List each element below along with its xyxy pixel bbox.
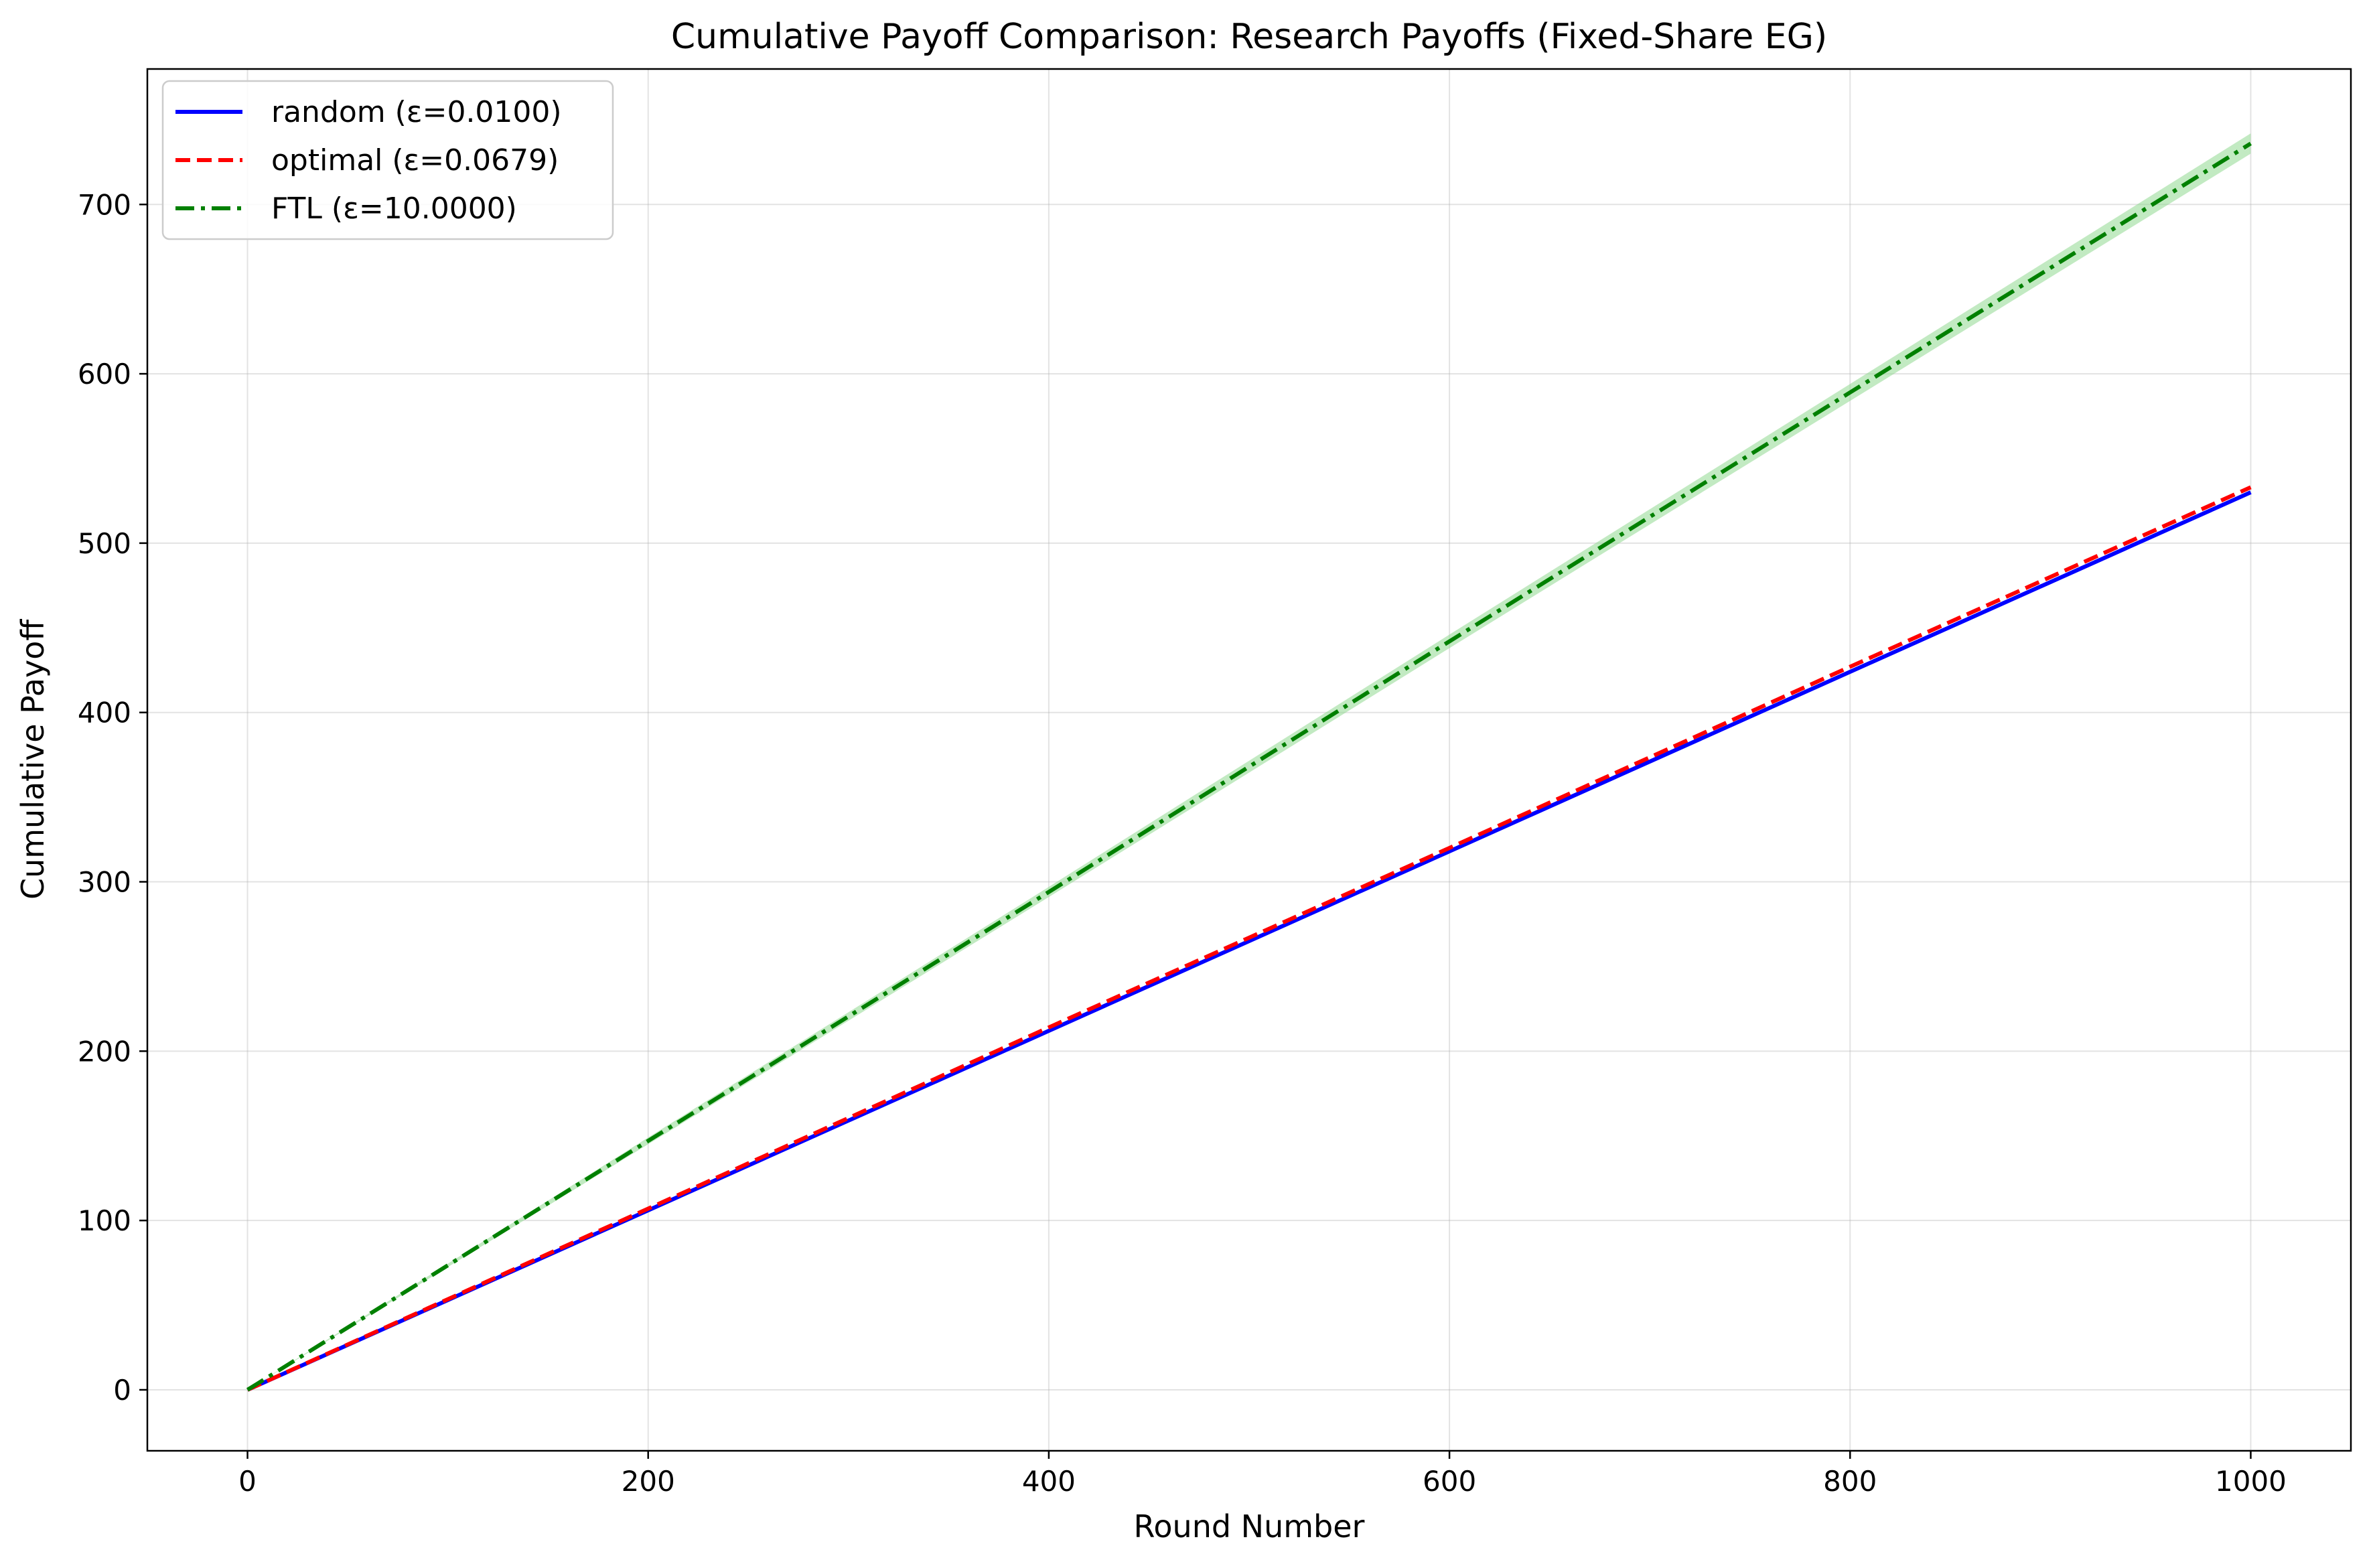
x-tick-label: 400 <box>1022 1465 1076 1498</box>
x-tick-label: 600 <box>1423 1465 1476 1498</box>
x-tick-label: 800 <box>1823 1465 1877 1498</box>
y-tick-label: 700 <box>78 188 131 221</box>
legend: random (ε=0.0100) optimal (ε=0.0679) FTL… <box>161 80 614 240</box>
series-line-1 <box>246 485 2252 1392</box>
legend-label-optimal: optimal (ε=0.0679) <box>271 143 559 177</box>
y-axis-label: Cumulative Payoff <box>15 619 51 900</box>
legend-label-random: random (ε=0.0100) <box>271 95 562 129</box>
confidence-bands <box>247 133 2251 1390</box>
x-tick-label: 200 <box>622 1465 675 1498</box>
gridlines <box>147 69 2351 1451</box>
y-tick-label: 200 <box>78 1035 131 1068</box>
x-axis-label: Round Number <box>1134 1508 1365 1545</box>
y-tick-label: 0 <box>113 1374 131 1407</box>
y-tick-label: 600 <box>78 358 131 390</box>
series-lines <box>246 141 2252 1392</box>
legend-box <box>161 80 614 240</box>
legend-label-ftl: FTL (ε=10.0000) <box>271 192 517 226</box>
y-tick-label: 500 <box>78 527 131 560</box>
band-series-2 <box>247 133 2251 1390</box>
x-axis-ticks: 0 200 400 600 800 1000 <box>238 1451 2287 1498</box>
chart-title: Cumulative Payoff Comparison: Research P… <box>671 17 1827 57</box>
y-tick-label: 100 <box>78 1204 131 1237</box>
series-line-2 <box>246 141 2252 1392</box>
y-tick-label: 300 <box>78 866 131 899</box>
x-tick-label: 0 <box>238 1465 257 1498</box>
x-tick-label: 1000 <box>2215 1465 2287 1498</box>
plot-area-frame <box>146 68 2352 1452</box>
y-axis-ticks: 0 100 200 300 400 500 600 700 <box>78 188 147 1407</box>
y-tick-label: 400 <box>78 697 131 729</box>
